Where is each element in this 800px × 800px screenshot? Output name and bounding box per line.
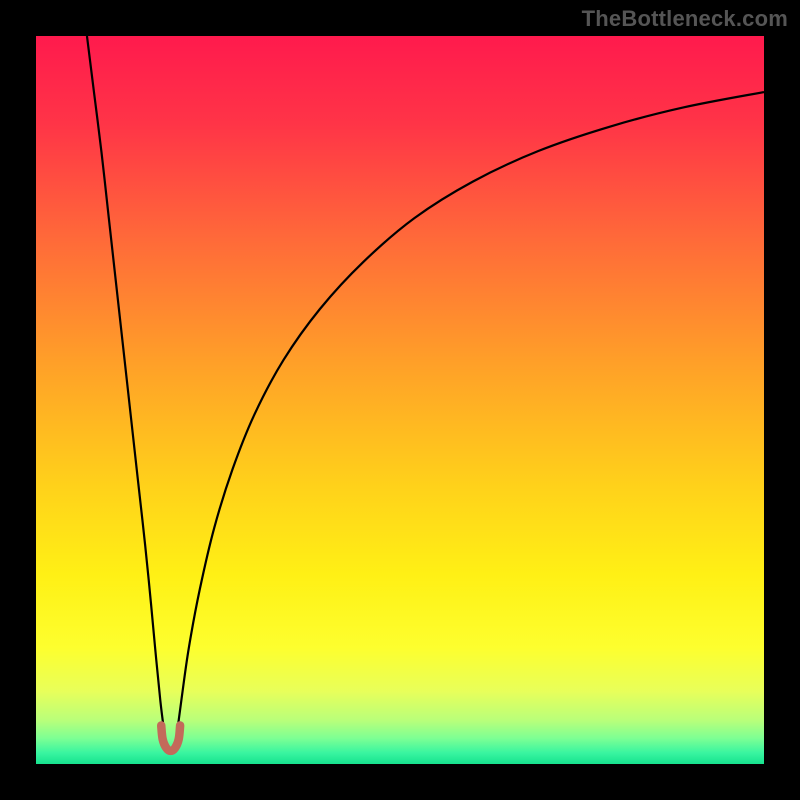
bottleneck-chart: [0, 0, 800, 800]
watermark-text: TheBottleneck.com: [582, 6, 788, 32]
plot-background-gradient: [36, 36, 764, 764]
chart-container: { "watermark": { "text": "TheBottleneck.…: [0, 0, 800, 800]
